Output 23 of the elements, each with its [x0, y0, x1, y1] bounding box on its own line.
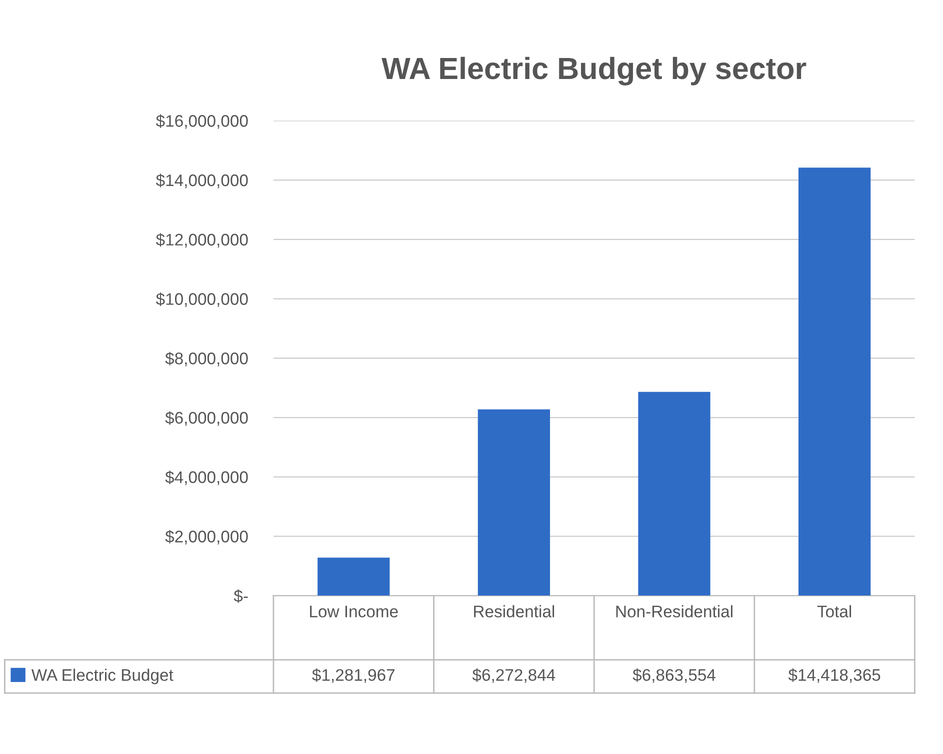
x-tick-label: Non-Residential	[616, 605, 732, 618]
bar	[638, 392, 710, 596]
data-label: $1,281,967	[312, 668, 394, 683]
data-label: $6,272,844	[472, 668, 556, 683]
y-tick-label: $14,000,000	[156, 174, 248, 188]
y-tick-label: $2,000,000	[165, 530, 248, 544]
bar	[798, 168, 871, 596]
bar	[318, 558, 390, 596]
y-tick-label: $4,000,000	[165, 470, 248, 486]
y-tick-label: $-	[234, 589, 248, 603]
y-tick-label: $8,000,000	[165, 352, 248, 366]
y-tick-label: $12,000,000	[156, 233, 248, 248]
data-label: $14,418,365	[788, 668, 880, 683]
chart-title: WA Electric Budget by sector	[382, 56, 806, 86]
x-tick-label: Residential	[474, 605, 554, 618]
y-tick-label: $10,000,000	[156, 292, 248, 307]
y-tick-label: $16,000,000	[156, 114, 248, 129]
legend-label: WA Electric Budget	[31, 668, 174, 684]
data-label: $6,863,554	[632, 668, 716, 683]
x-tick-label: Low Income	[310, 606, 398, 618]
bar	[478, 409, 550, 596]
y-tick-label: $6,000,000	[165, 411, 248, 426]
x-tick-label: Total	[817, 605, 852, 618]
